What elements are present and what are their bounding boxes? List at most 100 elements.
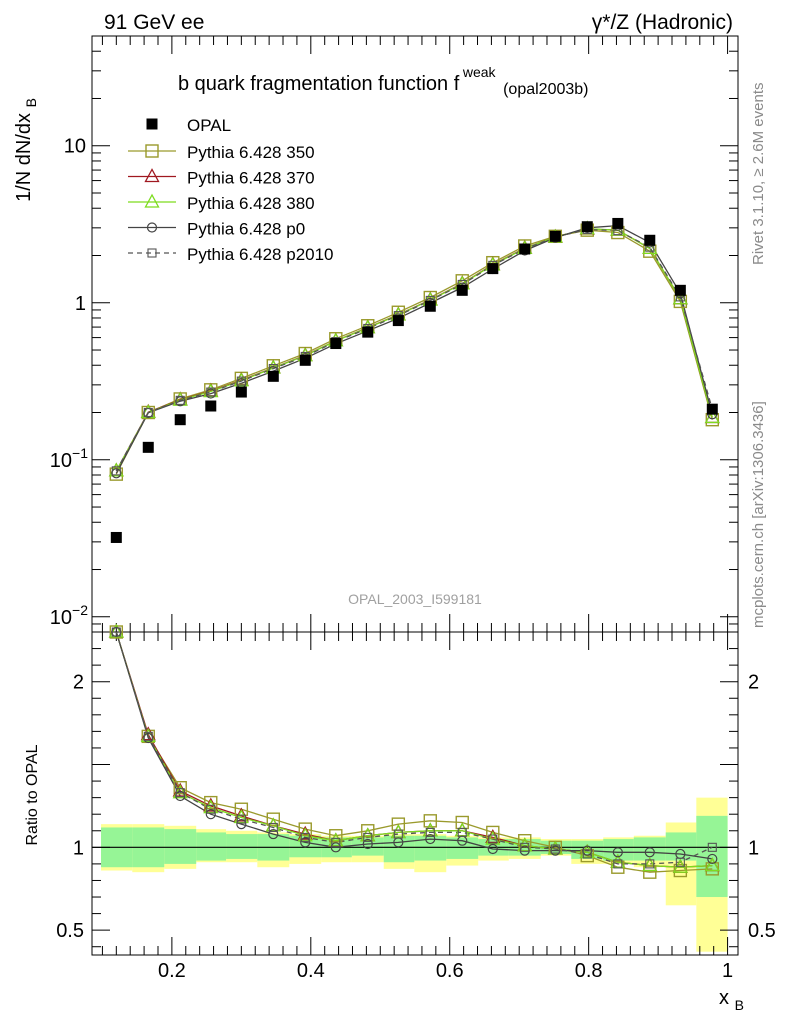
ratio-point-pythia-6-428-350 [298, 822, 312, 836]
ratio-point-pythia-6-428-380 [642, 857, 658, 872]
main-ytick-label-base: 10 [50, 607, 72, 629]
main-point-opal [299, 354, 311, 366]
ratio-point-pythia-6-428-350 [643, 865, 657, 879]
legend-marker-pythia-6-428-380 [144, 193, 160, 208]
ratio-point-pythia-6-428-350 [486, 825, 500, 840]
main-ylabel-main: 1/N dN/dx [13, 113, 35, 202]
chart-title-main: b quark fragmentation function f [178, 73, 460, 95]
ratio-point-pythia-6-428-p2010 [425, 827, 435, 837]
ratio-point-pythia-6-428-380 [704, 857, 720, 872]
ratio-point-pythia-6-428-p0 [707, 853, 718, 865]
main-ytick-label-base: 10 [50, 450, 72, 472]
ratio-band-stat-8 [351, 837, 384, 856]
legend-marker-pythia-6-428-p0 [146, 222, 158, 233]
main-point-opal [456, 284, 468, 296]
main-point-pythia-6-428-380 [672, 290, 688, 305]
main-point-opal [205, 400, 217, 412]
ratio-ytick-label-left-2: 0.5 [56, 920, 84, 942]
main-line-pythia-6-428-380 [115, 228, 713, 472]
chart-title-sub: (opal2003b) [503, 81, 588, 98]
ratio-point-pythia-6-428-380 [265, 817, 281, 832]
ratio-point-pythia-6-428-370 [485, 829, 501, 844]
ratio-line-pythia-6-428-p0 [115, 631, 713, 860]
ratio-point-pythia-6-428-p2010 [268, 822, 278, 833]
main-point-opal [142, 441, 154, 453]
ratio-point-pythia-6-428-380 [297, 827, 313, 842]
ratio-point-pythia-6-428-380 [328, 832, 344, 847]
main-point-opal [424, 300, 436, 312]
ratio-point-pythia-6-428-p0 [644, 847, 655, 858]
legend-label-pythia-6-428-370: Pythia 6.428 370 [187, 169, 315, 188]
main-point-opal [581, 221, 593, 233]
main-point-opal [330, 338, 342, 350]
ratio-band-stat-17 [633, 837, 666, 861]
ratio-band-stat-9 [383, 835, 415, 863]
legend-marker-pythia-6-428-370 [144, 168, 160, 183]
chart-title-sup: weak [462, 64, 497, 80]
ratio-ytick-label-right-2: 0.5 [748, 920, 776, 942]
main-point-opal [392, 315, 404, 327]
main-point-opal [549, 230, 561, 242]
ratio-ytick-label-left-0: 2 [73, 672, 84, 694]
main-point-opal [174, 414, 186, 426]
main-point-pythia-6-428-380 [172, 391, 188, 406]
ratio-band-stat-16 [603, 839, 634, 861]
ratio-xtick-label-0: 0.2 [158, 960, 186, 982]
main-point-opal [110, 531, 122, 543]
main-point-pythia-6-428-p2010 [206, 387, 216, 397]
ratio-point-pythia-6-428-p0 [300, 837, 311, 848]
main-line-pythia-6-428-370 [115, 228, 713, 472]
ratio-point-pythia-6-428-380 [203, 799, 219, 814]
ratio-point-pythia-6-428-p2010 [582, 849, 592, 859]
analysis-watermark: OPAL_2003_I599181 [348, 591, 482, 607]
ratio-xtick-label-1: 0.4 [297, 960, 325, 982]
ratio-point-pythia-6-428-p2010 [707, 842, 717, 852]
main-point-opal [235, 386, 247, 398]
ratio-point-pythia-6-428-p0 [330, 842, 341, 853]
legend-label-opal: OPAL [187, 116, 231, 135]
ratio-point-pythia-6-428-p2010 [206, 804, 216, 814]
ratio-point-pythia-6-428-p2010 [111, 627, 121, 637]
ratio-ytick-label-left-1: 1 [73, 837, 84, 859]
main-point-pythia-6-428-p2010 [236, 376, 246, 386]
ratio-point-pythia-6-428-380 [172, 784, 188, 799]
ratio-point-pythia-6-428-p2010 [175, 788, 185, 798]
main-point-opal [267, 370, 279, 382]
ratio-point-pythia-6-428-p2010 [457, 827, 467, 837]
main-line-pythia-6-428-350 [115, 229, 713, 475]
ratio-xtick-label-4: 1 [722, 960, 733, 982]
legend: OPAL Pythia 6.428 350 Pythia 6.428 370 Pyth… [128, 116, 334, 264]
ratio-point-pythia-6-428-p2010 [393, 829, 403, 839]
ratio-point-pythia-6-428-p0 [425, 833, 436, 845]
ratio-band-stat-4 [226, 834, 258, 859]
main-point-opal [362, 326, 374, 338]
legend-marker-pythia-6-428-350 [145, 144, 159, 158]
ratio-point-pythia-6-428-380 [422, 822, 438, 837]
legend-marker-opal [146, 118, 158, 130]
ratio-point-pythia-6-428-p2010 [675, 857, 685, 867]
ratio-point-pythia-6-428-p2010 [550, 844, 560, 854]
ratio-point-pythia-6-428-p0 [205, 809, 216, 820]
x-axis-label: x B [719, 987, 744, 1013]
ratio-point-pythia-6-428-350 [266, 812, 280, 826]
main-point-pythia-6-428-p2010 [143, 407, 153, 418]
ratio-point-pythia-6-428-p2010 [143, 731, 153, 741]
ratio-xtick-label-2: 0.6 [436, 960, 464, 982]
ratio-ylabel: Ratio to OPAL [24, 744, 41, 845]
ratio-point-pythia-6-428-p2010 [613, 859, 623, 869]
ratio-point-pythia-6-428-350 [173, 781, 187, 795]
main-point-opal [706, 403, 718, 415]
ratio-point-pythia-6-428-380 [233, 809, 249, 824]
mcplots-label: mcplots.cern.ch [arXiv:1306.3436] [750, 401, 767, 628]
main-ytick-label-3: 10−2 [50, 602, 88, 629]
main-line-pythia-6-428-p2010 [115, 228, 713, 472]
main-point-pythia-6-428-p2010 [175, 395, 185, 405]
ratio-point-pythia-6-428-350 [361, 824, 375, 838]
x-axis-label-sub: B [735, 997, 744, 1013]
main-point-pythia-6-428-p2010 [111, 466, 121, 476]
ratio-point-pythia-6-428-p0 [487, 843, 498, 855]
ratio-band-stat-19 [696, 815, 728, 898]
ratio-point-pythia-6-428-p0 [268, 828, 279, 840]
